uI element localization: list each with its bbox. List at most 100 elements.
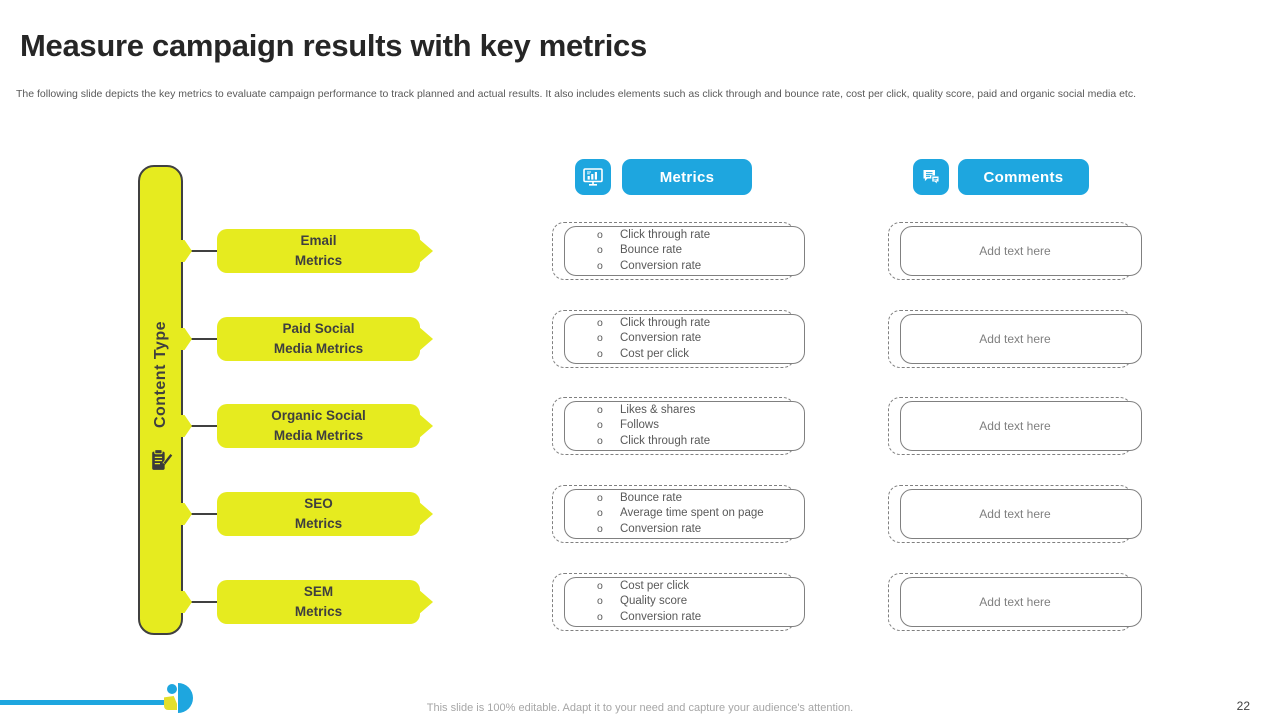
brand-logo — [160, 682, 198, 716]
row-email-metrics: Email Metrics o Click through rate o Bounc… — [0, 222, 1280, 280]
metric-item: o Click through rate — [597, 316, 799, 332]
bullet-marker: o — [597, 595, 603, 608]
logo-wedge — [164, 696, 177, 710]
category-label-line: Metrics — [294, 253, 343, 268]
category-label-line: SEM — [303, 584, 334, 600]
chat-bubbles-icon — [913, 159, 949, 195]
solid-frame — [900, 226, 1142, 276]
bullet-marker: o — [597, 403, 603, 416]
metric-item: o Conversion rate — [597, 610, 799, 626]
category-sem-metrics[interactable]: SEM Metrics — [217, 580, 420, 624]
content-type-rail: Content Type — [138, 165, 183, 635]
comment-box[interactable]: Add text here — [888, 573, 1142, 631]
metrics-header-label: Metrics — [659, 168, 715, 186]
bullet-marker: o — [597, 507, 603, 520]
bullet-marker: o — [597, 316, 603, 329]
comment-box[interactable]: Add text here — [888, 222, 1142, 280]
monitor-chart-icon — [575, 159, 611, 195]
row-seo-metrics: SEO Metrics o Bounce rate o Average time s… — [0, 485, 1280, 543]
metrics-box[interactable]: o Cost per click o Quality score o Conversi… — [552, 573, 805, 631]
connector-line — [183, 425, 217, 427]
connector-line — [183, 338, 217, 340]
category-email-metrics[interactable]: Email Metrics — [217, 229, 420, 273]
row-paid-social-media-metrics: Paid Social Media Metrics o Click through… — [0, 310, 1280, 368]
solid-frame — [900, 314, 1142, 364]
metrics-box[interactable]: o Likes & shares o Follows o Click through … — [552, 397, 805, 455]
category-seo-metrics[interactable]: SEO Metrics — [217, 492, 420, 536]
connector-line — [183, 601, 217, 603]
category-label-line: Media Metrics — [273, 428, 364, 443]
metric-item: o Conversion rate — [597, 522, 799, 538]
solid-frame — [564, 401, 805, 451]
bullet-marker: o — [597, 579, 603, 592]
bullet-marker: o — [597, 228, 603, 241]
metric-item: o Bounce rate — [597, 491, 799, 507]
bullet-marker: o — [597, 610, 603, 623]
bullet-marker: o — [597, 244, 603, 257]
footer-accent-line — [0, 700, 172, 705]
comment-placeholder[interactable]: Add text here — [979, 507, 1051, 521]
rail-arrow-nub — [177, 328, 192, 350]
page-title: Measure campaign results with key metric… — [20, 28, 647, 63]
logo-half-disc — [178, 683, 193, 713]
rail-arrow-nub — [177, 415, 192, 437]
bullet-marker: o — [597, 259, 603, 272]
slide-subtitle: The following slide depicts the key metr… — [16, 88, 1137, 100]
category-paid-social-media-metrics[interactable]: Paid Social Media Metrics — [217, 317, 420, 361]
solid-frame — [900, 401, 1142, 451]
content-type-label: Content Type — [151, 321, 169, 429]
category-label-line: Email — [300, 233, 337, 249]
category-label-line: Media Metrics — [273, 341, 364, 356]
solid-frame — [900, 577, 1142, 627]
metric-item: o Click through rate — [597, 434, 799, 450]
page-number: 22 — [1236, 699, 1250, 713]
solid-frame — [564, 314, 805, 364]
metric-item: o Follows — [597, 418, 799, 434]
rail-arrow-nub — [177, 503, 192, 525]
metric-item: o Average time spent on page — [597, 506, 799, 522]
comment-box[interactable]: Add text here — [888, 485, 1142, 543]
connector-line — [183, 250, 217, 252]
solid-frame — [564, 489, 805, 539]
metrics-box[interactable]: o Bounce rate o Average time spent on page… — [552, 485, 805, 543]
comment-placeholder[interactable]: Add text here — [979, 332, 1051, 346]
comments-header-button[interactable]: Comments — [958, 159, 1089, 195]
category-label-line: Paid Social — [282, 321, 355, 337]
solid-frame — [564, 577, 805, 627]
metric-item: o Likes & shares — [597, 403, 799, 419]
bullet-marker: o — [597, 419, 603, 432]
metrics-box[interactable]: o Click through rate o Conversion rate o Co… — [552, 310, 805, 368]
solid-frame — [564, 226, 805, 276]
editable-note: This slide is 100% editable. Adapt it to… — [426, 702, 854, 714]
solid-frame — [900, 489, 1142, 539]
category-label-line: Organic Social — [271, 408, 366, 424]
row-sem-metrics: SEM Metrics o Cost per click o Quality sco… — [0, 573, 1280, 631]
logo-dot — [167, 684, 177, 694]
metric-item: o Conversion rate — [597, 259, 799, 275]
metric-item: o Cost per click — [597, 347, 799, 363]
bullet-marker: o — [597, 347, 603, 360]
comment-box[interactable]: Add text here — [888, 310, 1142, 368]
comment-box[interactable]: Add text here — [888, 397, 1142, 455]
rail-arrow-nub — [177, 240, 192, 262]
metric-item: o Bounce rate — [597, 243, 799, 259]
category-label-line: SEO — [304, 496, 333, 512]
metrics-header-button[interactable]: Metrics — [622, 159, 752, 195]
row-organic-social-media-metrics: Organic Social Media Metrics o Likes & sh… — [0, 397, 1280, 455]
category-organic-social-media-metrics[interactable]: Organic Social Media Metrics — [217, 404, 420, 448]
metric-item: o Cost per click — [597, 579, 799, 595]
category-label-line: Metrics — [294, 604, 343, 619]
metrics-box[interactable]: o Click through rate o Bounce rate o Conver… — [552, 222, 805, 280]
bullet-marker: o — [597, 491, 603, 504]
metric-item: o Conversion rate — [597, 331, 799, 347]
metric-item: o Quality score — [597, 594, 799, 610]
category-label-line: Metrics — [294, 516, 343, 531]
clipboard-pencil-icon — [147, 447, 174, 479]
bullet-marker: o — [597, 434, 603, 447]
metric-item: o Click through rate — [597, 228, 799, 244]
rail-arrow-nub — [177, 591, 192, 613]
comment-placeholder[interactable]: Add text here — [979, 419, 1051, 433]
comment-placeholder[interactable]: Add text here — [979, 244, 1051, 258]
comment-placeholder[interactable]: Add text here — [979, 595, 1051, 609]
comments-header-label: Comments — [983, 168, 1064, 186]
